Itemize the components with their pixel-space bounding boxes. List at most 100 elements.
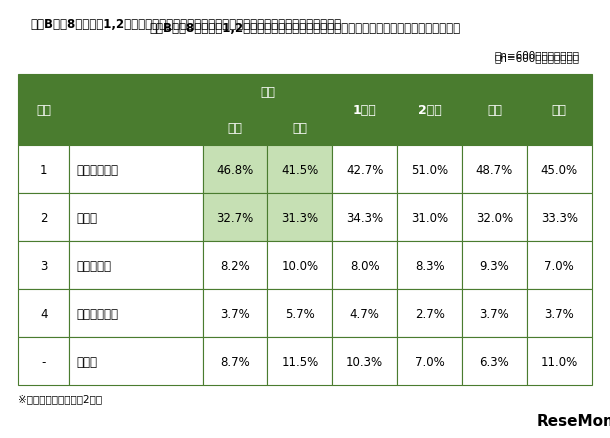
Text: 図表B　第8回「大学1,2年生が就職したいと思う企業・業種ランキング」／官民別の志望割合: 図表B 第8回「大学1,2年生が就職したいと思う企業・業種ランキング」／官民別の… [149, 22, 461, 35]
Text: 6.3%: 6.3% [479, 355, 509, 368]
Bar [267, 110, 332, 146]
Bar [267, 146, 332, 194]
Text: 42.7%: 42.7% [346, 163, 384, 177]
Text: 4: 4 [40, 307, 48, 320]
Text: 図表B　第8回「大学1,2年生が就職したいと思う企業・業種ランキング」／官民別の志望割合: 図表B 第8回「大学1,2年生が就職したいと思う企業・業種ランキング」／官民別の… [30, 18, 342, 31]
Text: 7.0%: 7.0% [544, 259, 574, 272]
Text: 8.0%: 8.0% [350, 259, 379, 272]
Text: 10.3%: 10.3% [346, 355, 383, 368]
Bar [397, 242, 462, 290]
Bar [267, 194, 332, 242]
Bar [332, 74, 397, 146]
Bar [267, 242, 332, 290]
Text: 3.7%: 3.7% [479, 307, 509, 320]
Text: 男性: 男性 [487, 104, 502, 117]
Bar [462, 290, 527, 338]
Text: 31.3%: 31.3% [281, 212, 318, 224]
Text: 5.7%: 5.7% [285, 307, 315, 320]
Bar [462, 194, 527, 242]
Bar [18, 242, 70, 290]
Bar [203, 242, 267, 290]
Bar [203, 110, 267, 146]
Text: 全体: 全体 [260, 86, 275, 99]
Bar [267, 290, 332, 338]
Bar [203, 146, 267, 194]
Text: 51.0%: 51.0% [411, 163, 448, 177]
Bar [397, 290, 462, 338]
Bar [203, 290, 267, 338]
Text: 前回: 前回 [292, 122, 307, 134]
Text: 3.7%: 3.7% [220, 307, 250, 320]
Text: 外資民間企業: 外資民間企業 [76, 307, 118, 320]
Text: 9.3%: 9.3% [479, 259, 509, 272]
Text: 順位: 順位 [37, 104, 51, 117]
Text: ReseMom: ReseMom [537, 413, 610, 428]
Bar [18, 146, 70, 194]
Bar [462, 242, 527, 290]
Bar [462, 338, 527, 385]
Bar [18, 290, 70, 338]
Bar [332, 242, 397, 290]
Bar [267, 338, 332, 385]
Bar [397, 146, 462, 194]
Bar [527, 146, 592, 194]
Text: 3: 3 [40, 259, 48, 272]
Text: 11.0%: 11.0% [540, 355, 578, 368]
Text: 8.2%: 8.2% [220, 259, 250, 272]
Bar [527, 338, 592, 385]
Bar [332, 290, 397, 338]
Text: 国内民間企業: 国内民間企業 [76, 163, 118, 177]
Text: 女性: 女性 [552, 104, 567, 117]
Text: 1: 1 [40, 163, 48, 177]
Text: 起業したい: 起業したい [76, 259, 111, 272]
Text: 32.7%: 32.7% [217, 212, 254, 224]
Text: 31.0%: 31.0% [411, 212, 448, 224]
Bar [527, 74, 592, 146]
Text: 2.7%: 2.7% [415, 307, 445, 320]
Text: 34.3%: 34.3% [346, 212, 383, 224]
Bar [527, 242, 592, 290]
Text: 8.3%: 8.3% [415, 259, 445, 272]
Text: 41.5%: 41.5% [281, 163, 318, 177]
Text: 3.7%: 3.7% [544, 307, 574, 320]
Bar [332, 338, 397, 385]
Bar [527, 290, 592, 338]
Bar [70, 74, 203, 146]
Text: -: - [41, 355, 46, 368]
Text: （n=600　／単一回答）: （n=600 ／単一回答） [495, 53, 580, 63]
Text: 4.7%: 4.7% [350, 307, 379, 320]
Bar [18, 338, 70, 385]
Bar [70, 242, 203, 290]
Text: 32.0%: 32.0% [476, 212, 513, 224]
Bar [462, 74, 527, 146]
Bar [18, 74, 70, 146]
Bar [70, 290, 203, 338]
Bar [70, 194, 203, 242]
Text: その他: その他 [76, 355, 97, 368]
Text: 2年生: 2年生 [418, 104, 442, 117]
Bar [18, 194, 70, 242]
Text: ※背景色有りは、上位2項目: ※背景色有りは、上位2項目 [18, 394, 102, 403]
Text: 今回: 今回 [228, 122, 243, 134]
Bar [203, 338, 267, 385]
Text: 46.8%: 46.8% [217, 163, 254, 177]
Text: 45.0%: 45.0% [540, 163, 578, 177]
Bar [397, 194, 462, 242]
Text: 10.0%: 10.0% [281, 259, 318, 272]
Bar [332, 146, 397, 194]
Bar [462, 146, 527, 194]
Text: 7.0%: 7.0% [415, 355, 445, 368]
Text: 8.7%: 8.7% [220, 355, 250, 368]
Bar [203, 74, 332, 110]
Bar [70, 338, 203, 385]
Bar [203, 194, 267, 242]
Text: 2: 2 [40, 212, 48, 224]
Text: 33.3%: 33.3% [541, 212, 578, 224]
Bar [332, 194, 397, 242]
Bar [397, 338, 462, 385]
Text: （n=600　／単一回答）: （n=600 ／単一回答） [495, 50, 580, 60]
Bar [397, 74, 462, 146]
Text: 48.7%: 48.7% [476, 163, 513, 177]
Text: 11.5%: 11.5% [281, 355, 318, 368]
Text: 公務員: 公務員 [76, 212, 97, 224]
